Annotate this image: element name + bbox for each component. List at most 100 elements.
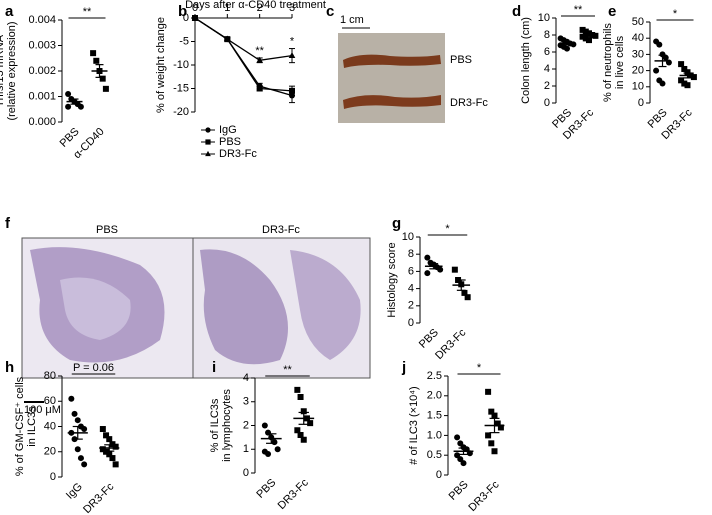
histology-image <box>21 237 371 379</box>
data-point <box>656 41 663 48</box>
legend-marker <box>205 150 211 157</box>
data-point <box>81 426 88 433</box>
y-tick-label: 0.002 <box>28 65 56 77</box>
data-point <box>81 461 88 468</box>
data-point <box>461 289 468 296</box>
y-axis-label: in ILC3s <box>26 406 38 447</box>
data-point <box>300 408 307 415</box>
legend-marker <box>205 139 211 145</box>
data-point <box>74 446 81 453</box>
x-tick-label: 1 <box>224 2 230 14</box>
y-tick-label: 1.5 <box>427 410 442 422</box>
data-point <box>424 254 431 261</box>
y-axis-label: % of GM-CSF⁺ cells <box>14 376 26 476</box>
y-axis-label: in lymphocytes <box>221 389 233 462</box>
data-point <box>659 80 666 87</box>
y-tick-label: 80 <box>44 370 56 382</box>
y-tick-label: 20 <box>44 446 56 458</box>
data-point <box>103 448 110 455</box>
data-point <box>491 448 498 455</box>
data-point <box>485 388 492 395</box>
y-axis-label: Tnfsf15 mRNA <box>0 34 6 107</box>
data-point <box>106 436 113 443</box>
y-tick-label: 0.000 <box>28 116 56 128</box>
data-point <box>71 410 78 417</box>
y-tick-label: 8 <box>408 248 414 260</box>
y-tick-label: 10 <box>402 231 414 243</box>
y-tick-label: 2 <box>408 300 414 312</box>
y-tick-label: 0.003 <box>28 39 56 51</box>
data-point <box>289 87 295 94</box>
data-point <box>690 74 697 81</box>
significance-label: P = 0.06 <box>73 362 114 374</box>
data-point <box>678 61 685 68</box>
data-point <box>570 41 577 48</box>
y-tick-label: 10 <box>538 12 550 24</box>
data-point <box>307 420 314 427</box>
data-point <box>99 426 106 433</box>
y-axis-label: (relative expression) <box>6 21 18 120</box>
data-point <box>681 80 688 87</box>
y-axis-label: % of weight change <box>155 17 167 113</box>
significance-label: ** <box>283 364 292 376</box>
data-point <box>274 446 281 453</box>
panel-letter: i <box>212 359 216 376</box>
y-tick-label: 1 <box>243 443 249 455</box>
data-point <box>103 432 110 439</box>
image-label: DR3-Fc <box>262 224 300 236</box>
significance-label: * <box>445 223 450 235</box>
data-point <box>494 420 501 427</box>
data-point <box>93 57 100 64</box>
data-point <box>662 54 669 61</box>
y-tick-label: 0 <box>638 97 644 109</box>
data-point <box>582 28 589 35</box>
y-tick-label: -20 <box>173 106 189 118</box>
y-tick-label: 6 <box>544 46 550 58</box>
data-point <box>74 417 81 424</box>
y-tick-label: -15 <box>173 82 189 94</box>
y-tick-label: 60 <box>44 395 56 407</box>
y-axis-label: Histology score <box>386 242 398 317</box>
data-point <box>106 451 113 458</box>
scale-label: 1 cm <box>340 14 364 26</box>
data-point <box>488 408 495 415</box>
data-point <box>297 432 304 438</box>
y-tick-label: 0 <box>544 97 550 109</box>
data-point <box>586 37 592 44</box>
data-point <box>579 26 586 33</box>
photo-label: DR3-Fc <box>450 97 488 109</box>
data-point <box>112 443 119 450</box>
data-point <box>65 90 72 97</box>
data-point <box>497 424 504 431</box>
data-point <box>684 69 691 76</box>
y-tick-label: 2.5 <box>427 370 442 382</box>
data-point <box>109 441 116 448</box>
colon-photo <box>338 33 445 123</box>
data-point <box>99 75 106 82</box>
data-point <box>684 82 691 89</box>
data-point <box>109 455 116 462</box>
y-tick-label: 2.0 <box>427 390 442 402</box>
data-point <box>90 50 97 57</box>
y-tick-label: 4 <box>544 63 550 75</box>
y-axis-label: % of neutrophils <box>602 23 614 102</box>
annotation: * <box>290 35 295 47</box>
data-point <box>224 35 231 42</box>
panel-letter: b <box>178 3 187 20</box>
data-point <box>678 77 685 84</box>
y-tick-label: 0 <box>183 12 189 24</box>
y-tick-label: 4 <box>243 372 249 384</box>
significance-label: ** <box>574 4 583 16</box>
data-point <box>582 35 589 42</box>
data-point <box>261 422 268 429</box>
y-tick-label: 30 <box>632 48 644 60</box>
data-point <box>592 32 599 39</box>
y-tick-label: 0 <box>243 467 249 479</box>
x-tick-label: 2 <box>257 2 263 14</box>
y-axis-label: Colon length (cm) <box>520 17 532 104</box>
y-tick-label: 1.0 <box>427 429 442 441</box>
panel-letter: c <box>326 3 334 20</box>
data-point <box>77 455 84 462</box>
data-point <box>485 432 492 439</box>
y-tick-label: 0.5 <box>427 449 442 461</box>
